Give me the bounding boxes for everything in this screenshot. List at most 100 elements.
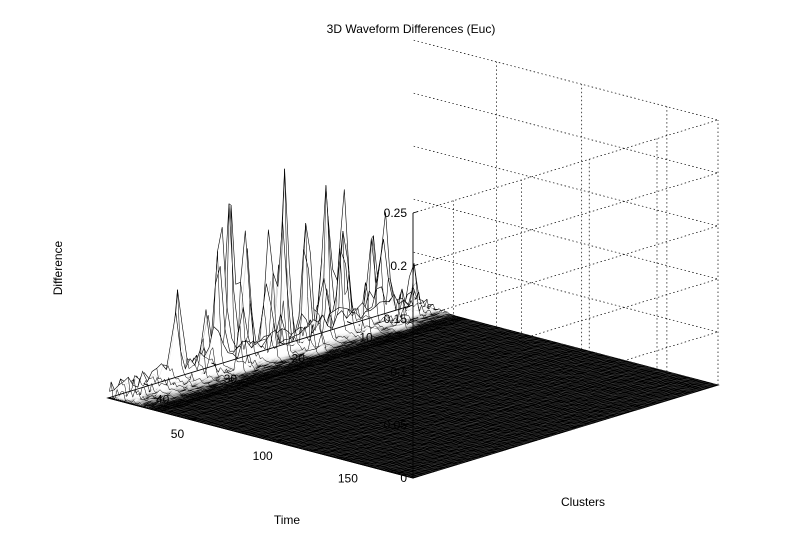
mesh-line <box>226 335 532 428</box>
mesh-line <box>353 321 659 403</box>
mesh-line <box>321 360 627 454</box>
mesh-line <box>382 376 688 471</box>
cluster-axis-line <box>107 304 414 399</box>
time-tick <box>191 417 197 421</box>
cluster-tick <box>279 341 285 345</box>
z-tick-label: 0 <box>400 471 407 485</box>
mesh-line <box>359 320 666 401</box>
mesh-line <box>172 321 478 415</box>
mesh-line <box>341 366 647 459</box>
mesh-line <box>355 369 661 463</box>
cluster-tick <box>143 383 149 387</box>
mesh-line <box>233 337 539 431</box>
cross-line <box>365 234 419 334</box>
ridge-fill <box>121 189 425 401</box>
cluster-tick <box>211 362 217 366</box>
z-tick <box>412 370 419 373</box>
mesh-line <box>267 347 573 429</box>
mesh-line <box>240 339 546 432</box>
cross-line <box>393 263 447 325</box>
mesh-line <box>180 374 486 456</box>
cross-line <box>175 289 229 392</box>
cluster-tick-label: 10 <box>359 331 373 345</box>
z-tick-label: 0.25 <box>384 206 408 220</box>
mesh-line <box>243 339 549 433</box>
cross-line <box>261 272 315 366</box>
z-axis-label: Difference <box>51 240 65 295</box>
mesh-line <box>284 350 590 444</box>
cross-line <box>156 368 210 398</box>
mesh-line <box>338 365 644 458</box>
mesh-line <box>206 329 512 424</box>
cross-line <box>137 378 191 404</box>
mesh-line <box>253 352 559 433</box>
cross-line <box>403 299 457 322</box>
mesh-line <box>277 348 583 443</box>
z-tick-label: 0.05 <box>384 418 408 432</box>
mesh-line <box>307 356 613 450</box>
cross-line <box>109 381 163 412</box>
mesh-line <box>199 328 505 422</box>
mesh-line <box>223 333 529 429</box>
cross-line <box>213 251 267 380</box>
z-grid-line <box>412 198 720 373</box>
mesh-line <box>351 367 658 461</box>
mesh-line <box>301 355 607 449</box>
cross-line <box>355 306 409 337</box>
mesh-line <box>270 347 576 440</box>
x-axis-label: Time <box>274 513 301 527</box>
mesh-line <box>399 380 705 475</box>
cross-line <box>251 305 305 369</box>
mesh-line <box>358 370 664 464</box>
mesh-line <box>196 327 502 421</box>
mesh-line <box>406 382 712 476</box>
cross-line <box>118 378 172 409</box>
mesh-line <box>229 336 536 431</box>
mesh-line <box>409 383 715 477</box>
z-grid-line <box>412 92 720 267</box>
time-tick-label: 150 <box>338 472 358 486</box>
mesh-line <box>345 367 651 460</box>
mesh-line <box>304 356 610 449</box>
cross-line <box>128 377 182 406</box>
cross-line <box>317 185 371 349</box>
mesh-line <box>250 340 556 436</box>
z-tick-label: 0.2 <box>390 259 407 273</box>
mesh-line <box>121 393 427 474</box>
cross-line <box>308 288 362 351</box>
mesh-line <box>185 324 491 418</box>
mesh-line <box>209 330 515 425</box>
z-grid-line <box>412 145 720 320</box>
time-tick <box>361 462 368 466</box>
mesh-line <box>412 383 719 477</box>
mesh-line <box>314 358 620 453</box>
mesh-line <box>373 316 679 397</box>
cross-line <box>289 222 343 357</box>
mesh-line <box>386 312 692 392</box>
mesh-line <box>313 333 619 415</box>
axes: 0 0.05 0.1 0.15 0.2 0.25 50 100 150 10 20 30 40 <box>107 206 419 486</box>
cluster-tick-label: 30 <box>224 372 238 386</box>
mesh-line <box>267 345 573 440</box>
z-tick <box>412 423 419 426</box>
mesh-line <box>246 341 552 434</box>
mesh-line <box>216 333 522 427</box>
mesh-line <box>154 383 460 464</box>
ridge-fill <box>115 203 419 400</box>
mesh-line <box>324 361 630 454</box>
mesh-line <box>192 326 498 420</box>
mesh-line <box>280 348 586 443</box>
cluster-tick-label: 20 <box>292 351 306 365</box>
mesh-line <box>389 377 695 471</box>
mesh-line <box>379 374 685 469</box>
mesh-line <box>297 353 603 448</box>
mesh-line <box>253 342 559 436</box>
mesh-line <box>202 329 508 423</box>
mesh-line <box>372 373 678 467</box>
mesh-line <box>179 322 485 417</box>
mesh-line <box>300 338 606 418</box>
mesh-line <box>219 333 525 428</box>
mesh-line <box>402 381 708 475</box>
mesh-line <box>346 324 652 405</box>
